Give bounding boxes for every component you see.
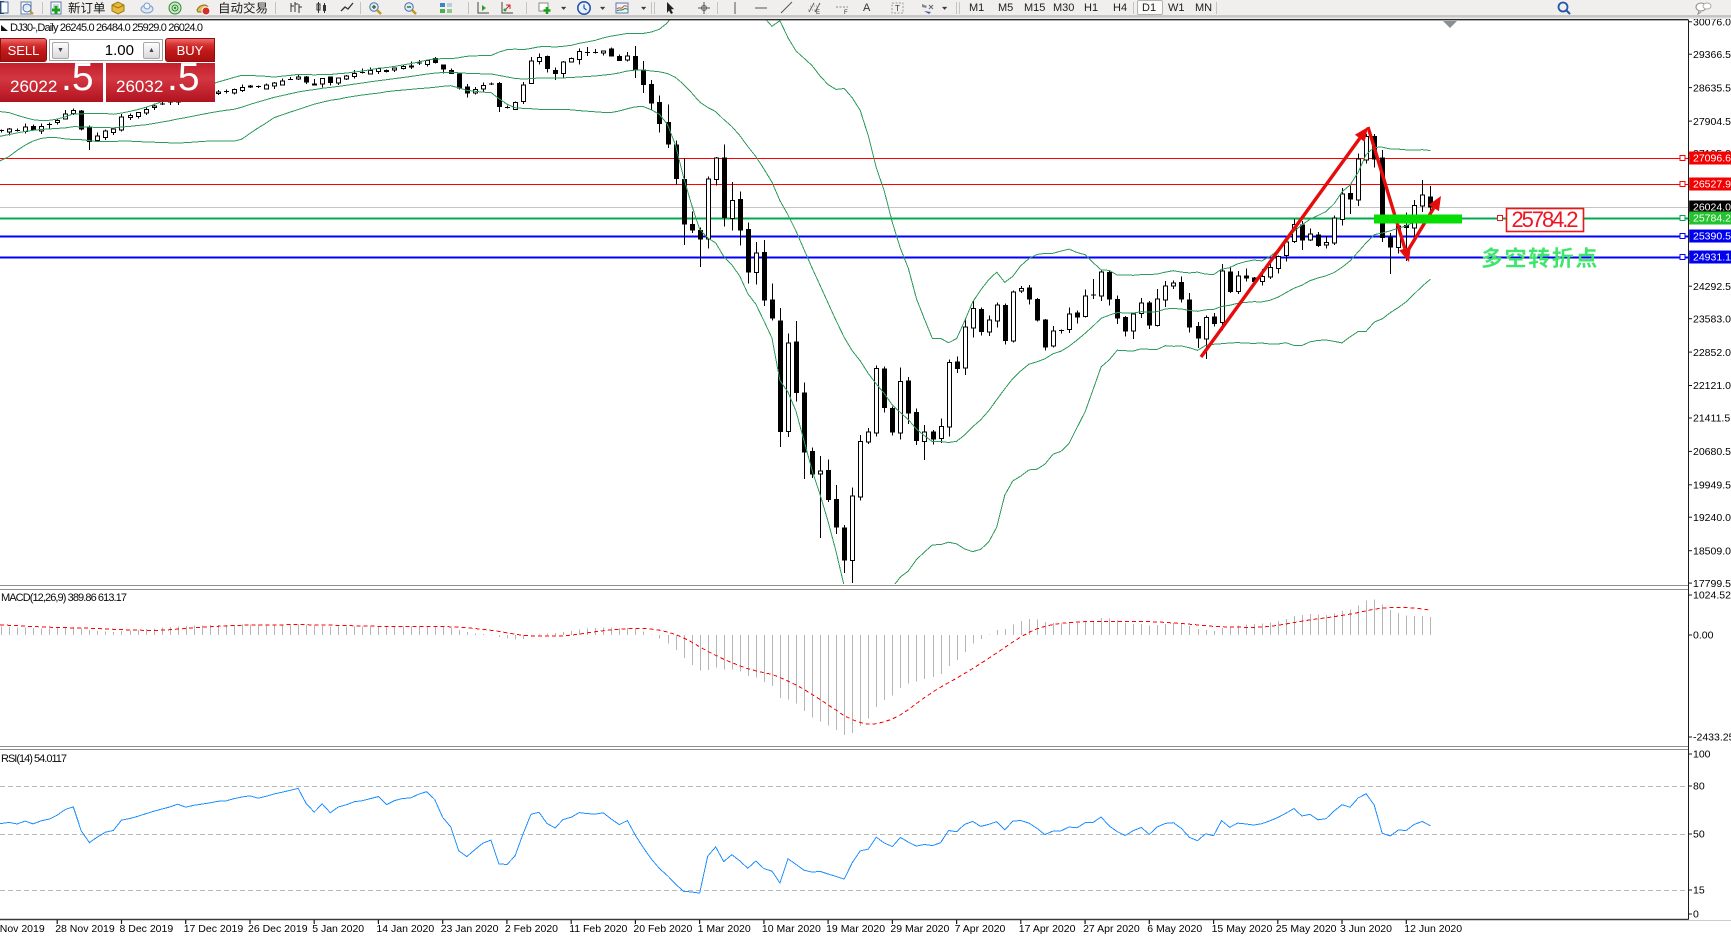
svg-text:0.00: 0.00 [1693, 630, 1714, 642]
svg-text:14 Jan 2020: 14 Jan 2020 [376, 923, 434, 935]
svg-text:1024.52: 1024.52 [1693, 590, 1731, 602]
svg-text:17799.5: 17799.5 [1693, 578, 1731, 590]
svg-text:17 Dec 2019: 17 Dec 2019 [184, 923, 244, 935]
svg-text:19949.5: 19949.5 [1693, 480, 1731, 492]
svg-text:19240.0: 19240.0 [1693, 512, 1731, 524]
svg-text:22121.0: 22121.0 [1693, 380, 1731, 392]
svg-text:26 Dec 2019: 26 Dec 2019 [248, 923, 308, 935]
svg-text:27 Apr 2020: 27 Apr 2020 [1083, 923, 1140, 935]
svg-text:27904.5: 27904.5 [1693, 116, 1731, 128]
svg-text:25784.2: 25784.2 [1693, 213, 1731, 225]
svg-text:25390.5: 25390.5 [1693, 231, 1731, 243]
svg-text:20680.5: 20680.5 [1693, 446, 1731, 458]
svg-text:24931.1: 24931.1 [1693, 252, 1731, 264]
svg-text:MACD(12,26,9) 389.86 613.17: MACD(12,26,9) 389.86 613.17 [1, 592, 127, 604]
svg-text:20 Feb 2020: 20 Feb 2020 [633, 923, 692, 935]
svg-text:25784.2: 25784.2 [1512, 207, 1579, 232]
svg-text:25 May 2020: 25 May 2020 [1276, 923, 1337, 935]
svg-text:17 Apr 2020: 17 Apr 2020 [1019, 923, 1076, 935]
svg-text:22852.0: 22852.0 [1693, 347, 1731, 359]
svg-text:19 Mar 2020: 19 Mar 2020 [826, 923, 885, 935]
svg-text:15 May 2020: 15 May 2020 [1212, 923, 1273, 935]
svg-text:T: T [895, 4, 900, 13]
svg-text:12 Jun 2020: 12 Jun 2020 [1404, 923, 1462, 935]
svg-text:9 Nov 2019: 9 Nov 2019 [0, 923, 45, 935]
svg-text:10 Mar 2020: 10 Mar 2020 [762, 923, 821, 935]
svg-text:RSI(14) 54.0117: RSI(14) 54.0117 [1, 753, 67, 765]
svg-text:29 Mar 2020: 29 Mar 2020 [890, 923, 949, 935]
svg-text:21411.5: 21411.5 [1693, 413, 1730, 425]
svg-text:DJ30-,Daily 26245.0 26484.0 2: DJ30-,Daily 26245.0 26484.0 25929.0 2602… [10, 22, 203, 34]
svg-text:23583.0: 23583.0 [1693, 313, 1731, 325]
svg-text:5 Jan 2020: 5 Jan 2020 [312, 923, 364, 935]
svg-text:8 Dec 2019: 8 Dec 2019 [120, 923, 174, 935]
svg-text:23 Jan 2020: 23 Jan 2020 [441, 923, 499, 935]
svg-text:1 Mar 2020: 1 Mar 2020 [698, 923, 751, 935]
svg-text:11 Feb 2020: 11 Feb 2020 [569, 923, 627, 935]
svg-text:28 Nov 2019: 28 Nov 2019 [55, 923, 115, 935]
svg-text:18509.0: 18509.0 [1693, 545, 1731, 557]
svg-text:15: 15 [1693, 885, 1705, 897]
svg-text:27096.6: 27096.6 [1693, 153, 1731, 165]
svg-text:28635.5: 28635.5 [1693, 82, 1731, 94]
svg-text:80: 80 [1693, 781, 1705, 793]
svg-text:7 Apr 2020: 7 Apr 2020 [955, 923, 1006, 935]
svg-text:24292.5: 24292.5 [1693, 281, 1731, 293]
svg-text:100: 100 [1693, 749, 1711, 761]
svg-text:3 Jun 2020: 3 Jun 2020 [1340, 923, 1392, 935]
svg-text:6 May 2020: 6 May 2020 [1147, 923, 1202, 935]
svg-text:0: 0 [1693, 909, 1699, 921]
svg-text:26527.9: 26527.9 [1693, 179, 1731, 191]
svg-text:29366.5: 29366.5 [1693, 49, 1731, 61]
svg-text:-2433.25: -2433.25 [1693, 732, 1731, 744]
svg-text:2 Feb 2020: 2 Feb 2020 [505, 923, 558, 935]
svg-text:50: 50 [1693, 829, 1705, 841]
